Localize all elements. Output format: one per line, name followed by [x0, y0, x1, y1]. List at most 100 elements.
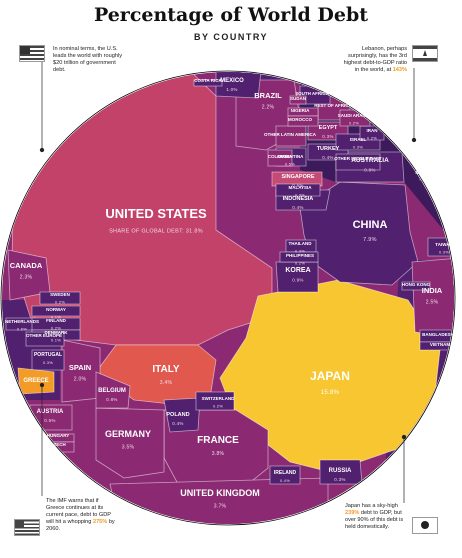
- label-italy: ITALY: [152, 364, 180, 375]
- label-argentina: ARGENTINA: [277, 154, 304, 159]
- label-denmark: DENMARK: [45, 330, 69, 335]
- lebanon-note: Lebanon, perhaps surprisingly, has the 3…: [339, 46, 407, 74]
- value-mexico: 1.0%: [226, 87, 237, 92]
- label-finland: FINLAND: [46, 318, 66, 323]
- value-iran: 0.2%: [367, 136, 377, 141]
- label-israel: ISRAEL: [350, 137, 367, 142]
- value-australia: 0.8%: [364, 167, 375, 172]
- cell-other-europe: [25, 331, 65, 347]
- label-thailand: THAILAND: [289, 241, 313, 246]
- cell-japan: [219, 279, 441, 473]
- label-other-europe: OTHER EUROPE: [26, 333, 62, 338]
- chart-title: Percentage of World Debt: [93, 4, 369, 26]
- greece-flag-icon: [14, 519, 40, 536]
- label-germany: GERMANY: [105, 429, 151, 439]
- label-canada: CANADA: [10, 261, 43, 270]
- cell-costa-rica: [193, 79, 223, 87]
- label-russia: RUSSIA: [329, 468, 352, 474]
- cell-india: [411, 257, 454, 341]
- label-colombia: COLOMBIA: [268, 154, 293, 159]
- value-netherlands: 0.6%: [17, 327, 27, 332]
- value-united-kingdom: 3.7%: [214, 503, 227, 509]
- value-japan: 15.8%: [321, 390, 340, 396]
- greece-note: The IMF warns that if Greece continues a…: [46, 498, 116, 533]
- label-sweden: SWEDEN: [50, 292, 70, 297]
- label-china: CHINA: [353, 219, 388, 231]
- cell-singapore: [271, 171, 323, 187]
- cell-morocco: [287, 115, 319, 127]
- cell-sudan: [289, 95, 307, 105]
- value-italy: 3.4%: [160, 380, 173, 386]
- label-switzerland: SWITZERLAND: [202, 396, 235, 401]
- value-indonesia: 0.4%: [292, 205, 303, 210]
- value-thailand: 0.3%: [295, 249, 305, 254]
- value-india: 2.5%: [426, 300, 439, 306]
- greece-leader-dot: [39, 382, 45, 388]
- label-australia: AUSTRALIA: [351, 157, 389, 164]
- label-norway: NORWAY: [46, 307, 66, 312]
- lebanon-flag-icon: [412, 45, 438, 62]
- label-ireland: IRELAND: [274, 470, 297, 476]
- lebanon-leader-dot: [411, 137, 417, 143]
- label-bangladesh: BANGLADESH: [422, 332, 454, 337]
- japan-leader-dot: [401, 434, 407, 440]
- cell-malaysia: [275, 183, 321, 197]
- cell-bangladesh: [419, 329, 454, 343]
- lebanon-note-text: Lebanon, perhaps surprisingly, has the 3…: [343, 46, 407, 73]
- label-other-latin-america: OTHER LATIN AMERICA: [264, 132, 317, 137]
- label-france: FRANCE: [197, 435, 239, 446]
- us-note: In nominal terms, the U.S. leads the wor…: [53, 46, 123, 73]
- label-poland: POLAND: [166, 412, 189, 418]
- japan-note-text: Japan has a sky-high: [345, 503, 398, 509]
- value-israel: 0.3%: [353, 145, 363, 150]
- label-taiwan: TAIWAN: [435, 242, 452, 247]
- label-korea: KOREA: [285, 267, 310, 274]
- value-austria: 0.5%: [44, 418, 55, 423]
- label-iran: IRAN: [367, 128, 378, 133]
- value-poland: 0.4%: [172, 421, 183, 426]
- label-netherlands: NETHERLANDS: [5, 319, 39, 324]
- greece-note-end: by 2060.: [46, 519, 115, 532]
- japan-note: Japan has a sky-high 239% debt to GDP, b…: [345, 503, 407, 531]
- label-sudan: SUDAN: [290, 96, 306, 101]
- value-brazil: 2.2%: [262, 105, 275, 111]
- cell-poland: [163, 397, 201, 433]
- value-china: 7.9%: [363, 237, 377, 243]
- cell-colombia: [267, 149, 293, 167]
- cell-ireland: [269, 465, 301, 485]
- label-new-zealand: NEW ZEALAND: [415, 170, 449, 175]
- us-leader-dot: [39, 147, 45, 153]
- cell-other-middle-east: [335, 153, 381, 171]
- label-portugal: PORTUGAL: [34, 352, 62, 358]
- japan-note-highlight: 239%: [345, 510, 360, 516]
- value-singapore: 0.5%: [292, 183, 303, 188]
- value-philippines: 0.2%: [295, 261, 305, 266]
- label-brazil: BRAZIL: [254, 91, 282, 100]
- value-ireland: 0.4%: [280, 478, 290, 483]
- lebanon-note-highlight: 143%: [392, 67, 407, 73]
- value-norway: 0.1%: [51, 315, 61, 320]
- label-united-kingdom: UNITED KINGDOM: [180, 488, 260, 498]
- label-egypt: EGYPT: [319, 125, 338, 131]
- label-spain: SPAIN: [69, 363, 91, 372]
- japan-note-end: debt to GDP, but over 90% of this debt i…: [345, 510, 404, 530]
- value-finland: 0.2%: [51, 326, 61, 331]
- label-austria: AUSTRIA: [37, 409, 64, 415]
- value-united-states: SHARE OF GLOBAL DEBT: 31.8%: [109, 228, 203, 234]
- chart-subtitle: BY COUNTRY: [193, 32, 268, 42]
- cell-switzerland: [195, 391, 235, 411]
- value-spain: 2.0%: [74, 377, 87, 383]
- label-mexico: MEXICO: [220, 78, 244, 84]
- value-sweden: 0.2%: [55, 300, 65, 305]
- label-malaysia: MALAYSIA: [288, 185, 312, 190]
- value-malaysia: 0.3%: [295, 193, 305, 198]
- value-korea: 0.9%: [292, 278, 303, 283]
- value-saudi-arabia: 0.2%: [349, 121, 359, 126]
- cell-norway: [31, 305, 81, 317]
- label-india: INDIA: [422, 286, 443, 295]
- cell-germany: [95, 407, 165, 479]
- value-portugal: 0.3%: [43, 360, 53, 365]
- label-turkey: TURKEY: [317, 146, 340, 152]
- label-indonesia: INDONESIA: [283, 196, 314, 202]
